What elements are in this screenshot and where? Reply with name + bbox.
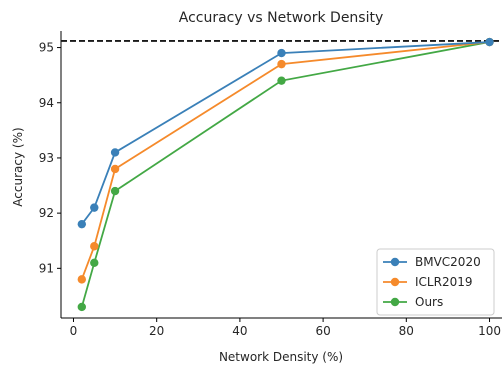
data-point (110, 186, 120, 196)
legend-label: Ours (415, 295, 443, 309)
series-line (80, 41, 490, 280)
y-tick-label: 94 (39, 96, 54, 110)
x-axis-title: Network Density (%) (219, 350, 343, 364)
y-tick-label: 91 (39, 261, 54, 275)
x-tick-label: 0 (70, 324, 78, 338)
data-point (110, 148, 120, 157)
legend-box (376, 248, 495, 316)
x-tick-label: 100 (478, 324, 501, 338)
data-point (77, 219, 87, 229)
x-tick-label: 20 (149, 324, 164, 338)
series-line (81, 41, 490, 225)
data-point (277, 59, 286, 69)
legend-swatch-marker (390, 257, 400, 267)
data-point (277, 76, 286, 85)
plot-area: 0 20 40 60 80 100 91 92 93 94 95 (39, 31, 502, 338)
y-axis-title: Accuracy (%) (11, 127, 25, 206)
data-point (90, 203, 99, 212)
data-point (485, 37, 494, 47)
data-point (90, 242, 99, 251)
x-tick-label: 80 (399, 324, 414, 338)
y-tick-label: 95 (39, 41, 54, 55)
data-point (77, 302, 87, 312)
y-tick-label: 92 (39, 206, 54, 220)
y-tick-label: 93 (39, 151, 54, 165)
data-point (277, 48, 286, 58)
legend-label: ICLR2019 (415, 275, 472, 289)
x-tick-label: 60 (315, 324, 330, 338)
legend-swatch-marker (390, 277, 400, 287)
chart-title: Accuracy vs Network Density (179, 10, 384, 26)
legend-label: BMVC2020 (415, 255, 481, 269)
legend-swatch-marker (390, 297, 400, 307)
legend: BMVC2020 ICLR2019 Ours (376, 248, 495, 316)
data-point (90, 258, 99, 268)
data-point (77, 275, 87, 284)
data-point (110, 164, 120, 174)
x-tick-label: 40 (232, 324, 247, 338)
